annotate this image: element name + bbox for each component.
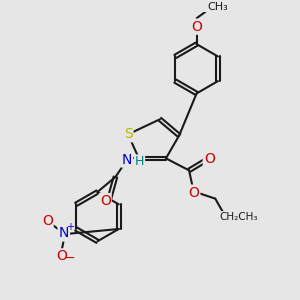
Text: N: N <box>122 153 132 166</box>
Text: S: S <box>124 127 132 141</box>
Text: O: O <box>56 249 67 263</box>
Text: O: O <box>204 152 215 166</box>
Text: O: O <box>42 214 52 228</box>
Text: O: O <box>100 194 111 208</box>
Text: N: N <box>58 226 69 241</box>
Text: +: + <box>66 223 74 232</box>
Text: CH₃: CH₃ <box>207 2 228 12</box>
Text: O: O <box>191 20 202 34</box>
Text: CH₂CH₃: CH₂CH₃ <box>219 212 258 222</box>
Text: −: − <box>64 252 75 265</box>
Text: O: O <box>188 186 199 200</box>
Text: H: H <box>135 155 144 169</box>
